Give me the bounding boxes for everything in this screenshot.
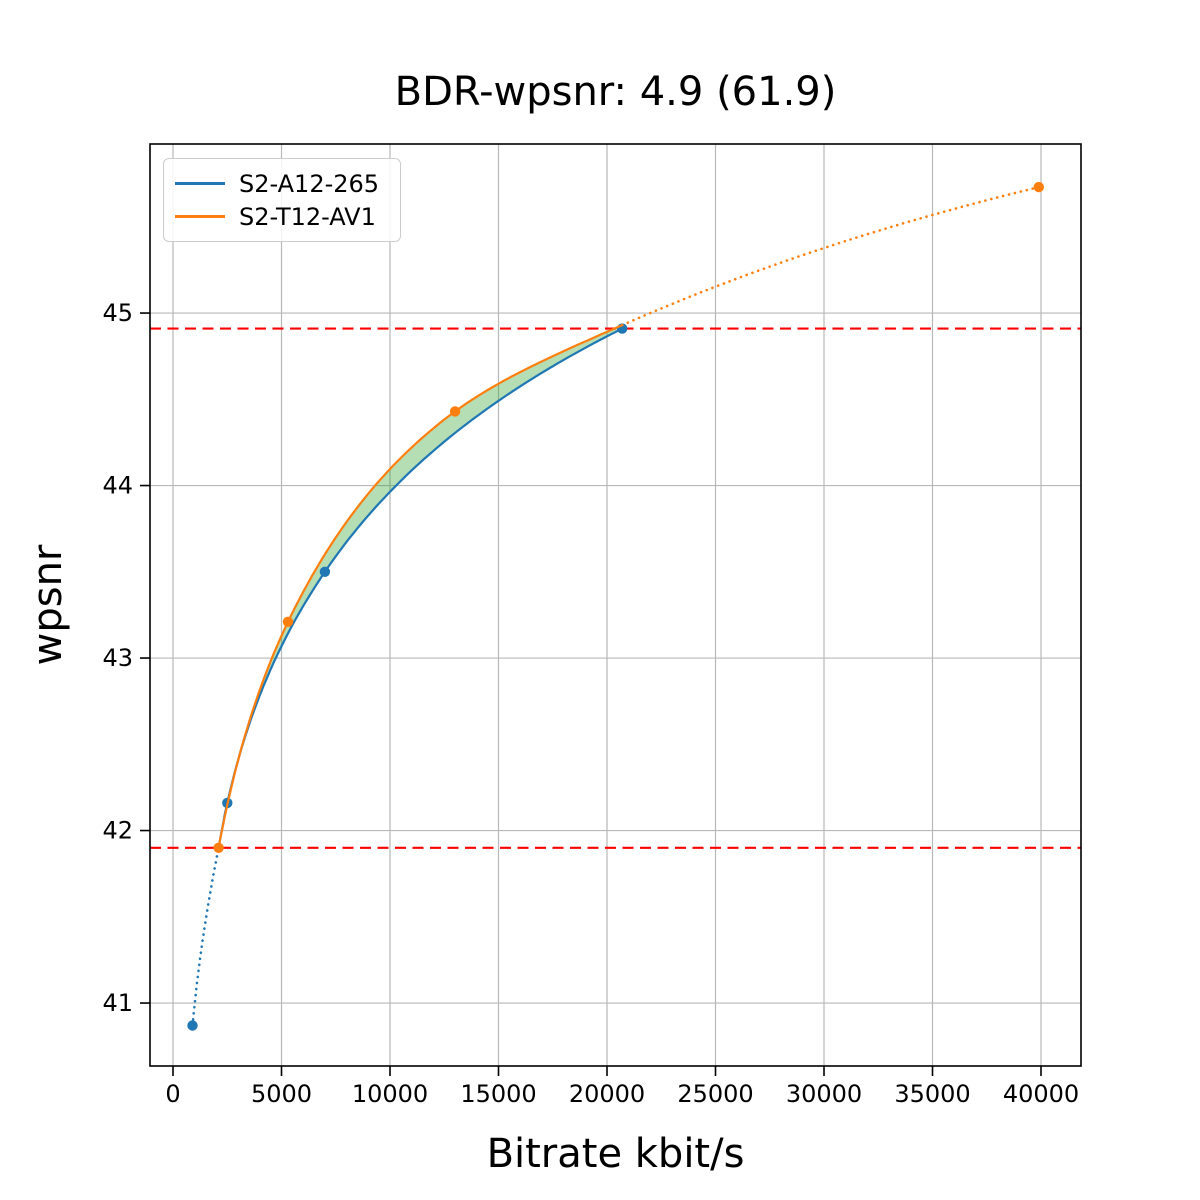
x-tick-label: 0 — [165, 1080, 180, 1108]
data-point-s2-t12-av1 — [1033, 181, 1045, 193]
plot-frame — [149, 143, 1082, 1067]
legend-line-swatch — [175, 215, 225, 218]
y-axis-label: wpsnr — [25, 544, 71, 666]
curve-dotted-s2-a12-265 — [191, 846, 220, 1027]
data-point-s2-t12-av1 — [213, 842, 224, 853]
x-tick-label: 5000 — [251, 1080, 312, 1108]
bd-fill-region — [218, 325, 623, 848]
legend: S2-A12-265 S2-T12-AV1 — [163, 158, 401, 242]
legend-item: S2-A12-265 — [164, 167, 400, 200]
x-tick-label: 35000 — [894, 1080, 970, 1108]
curve-solid-s2-t12-av1 — [217, 324, 623, 848]
chart-title: BDR-wpsnr: 4.9 (61.9) — [394, 69, 837, 115]
legend-item: S2-T12-AV1 — [164, 200, 400, 233]
data-point-s2-t12-av1 — [282, 616, 294, 627]
x-tick-label: 15000 — [460, 1080, 536, 1108]
legend-label: S2-T12-AV1 — [239, 202, 376, 231]
data-point-s2-t12-av1 — [449, 406, 461, 417]
legend-label: S2-A12-265 — [239, 169, 380, 198]
legend-line-swatch — [175, 182, 225, 185]
y-tick-label: 41 — [102, 989, 133, 1017]
x-tick-label: 30000 — [786, 1080, 862, 1108]
y-tick-label: 43 — [102, 644, 133, 672]
y-tick-label: 42 — [102, 817, 133, 845]
data-point-s2-a12-265 — [187, 1020, 198, 1031]
x-tick-label: 40000 — [1003, 1080, 1079, 1108]
x-tick-label: 10000 — [352, 1080, 428, 1108]
y-tick-label: 45 — [102, 299, 133, 327]
data-point-s2-a12-265 — [319, 566, 331, 577]
x-axis-label: Bitrate kbit/s — [486, 1131, 745, 1177]
x-tick-label: 25000 — [677, 1080, 753, 1108]
y-tick-label: 44 — [102, 472, 133, 500]
curve-dotted-s2-t12-av1 — [620, 185, 1041, 327]
x-tick-label: 20000 — [569, 1080, 645, 1108]
curve-solid-s2-a12-265 — [217, 327, 623, 848]
